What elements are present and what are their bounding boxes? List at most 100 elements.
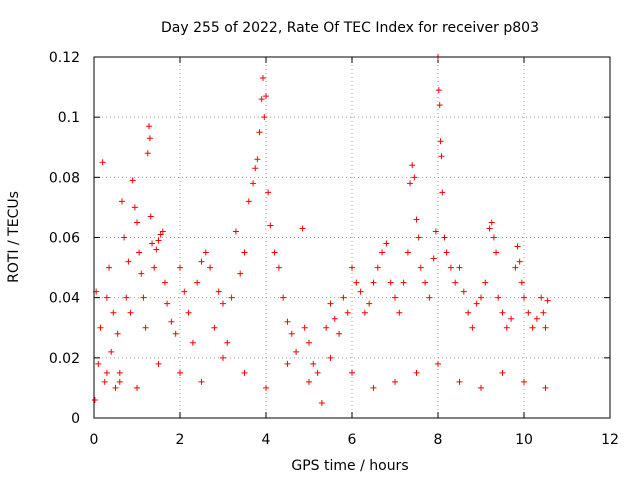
- data-point: [437, 138, 444, 145]
- data-point: [211, 324, 218, 331]
- data-point: [91, 396, 98, 403]
- data-points: [91, 54, 551, 406]
- data-point: [430, 255, 437, 262]
- data-point: [194, 279, 201, 286]
- data-point: [142, 324, 149, 331]
- data-point: [415, 234, 422, 241]
- data-point: [129, 177, 136, 184]
- data-point: [542, 324, 549, 331]
- data-point: [310, 360, 317, 367]
- data-point: [499, 309, 506, 316]
- data-point: [396, 309, 403, 316]
- data-point: [131, 204, 138, 211]
- data-point: [245, 198, 252, 205]
- data-point: [155, 237, 162, 244]
- x-tick-label: 12: [601, 432, 619, 448]
- data-point: [349, 369, 355, 376]
- data-point: [280, 294, 287, 301]
- data-point: [101, 378, 108, 385]
- x-tick-label: 0: [90, 432, 99, 448]
- data-point: [140, 294, 147, 301]
- data-point: [540, 309, 547, 316]
- data-point: [275, 264, 282, 271]
- data-point: [413, 369, 420, 376]
- data-point: [155, 360, 162, 367]
- data-point: [220, 300, 226, 307]
- data-point: [460, 288, 467, 295]
- data-point: [112, 384, 119, 391]
- data-point: [118, 198, 125, 205]
- data-point: [146, 123, 153, 130]
- data-point: [147, 213, 154, 220]
- data-point: [432, 228, 439, 235]
- x-tick-label: 2: [176, 432, 185, 448]
- data-point: [495, 294, 502, 301]
- x-tick-label: 6: [348, 432, 357, 448]
- y-tick-label: 0.1: [58, 110, 80, 126]
- data-point: [146, 135, 153, 142]
- data-point: [237, 270, 244, 277]
- data-point: [121, 234, 128, 241]
- data-point: [488, 219, 495, 226]
- data-point: [271, 249, 278, 256]
- x-axis-label: GPS time / hours: [291, 458, 408, 474]
- y-tick-label: 0.04: [49, 291, 80, 307]
- data-point: [518, 279, 525, 286]
- data-point: [95, 360, 102, 367]
- data-point: [435, 87, 442, 94]
- data-point: [456, 378, 463, 385]
- data-point: [521, 378, 527, 385]
- data-point: [482, 279, 489, 286]
- data-point: [374, 264, 381, 271]
- axis-ticks: 0 0.02 0.04 0.06 0.08 0.1 0.12 0 2 4 6 8 10 12: [49, 50, 619, 448]
- data-point: [108, 348, 115, 355]
- grid-lines: [94, 57, 610, 418]
- data-point: [288, 330, 295, 337]
- data-point: [493, 249, 500, 256]
- data-point: [232, 228, 239, 235]
- data-point: [123, 294, 130, 301]
- plot-frame: [93, 56, 611, 419]
- data-point: [110, 309, 117, 316]
- data-point: [261, 114, 268, 121]
- data-point: [323, 324, 330, 331]
- data-point: [340, 294, 347, 301]
- data-point: [516, 258, 523, 265]
- data-point: [144, 150, 151, 157]
- data-point: [103, 294, 110, 301]
- data-point: [383, 240, 390, 247]
- data-point: [220, 354, 226, 361]
- data-point: [349, 264, 355, 271]
- data-point: [301, 324, 308, 331]
- data-point: [263, 384, 269, 391]
- data-point: [258, 96, 265, 103]
- data-point: [185, 309, 192, 316]
- data-point: [366, 300, 373, 307]
- data-point: [134, 384, 140, 391]
- data-point: [318, 399, 325, 406]
- data-point: [153, 246, 160, 253]
- data-point: [164, 300, 171, 307]
- data-point: [136, 249, 143, 256]
- data-point: [361, 309, 368, 316]
- x-tick-label: 10: [515, 432, 533, 448]
- data-point: [106, 264, 113, 271]
- data-point: [327, 354, 334, 361]
- data-point: [379, 249, 386, 256]
- data-point: [306, 339, 312, 346]
- data-point: [327, 300, 334, 307]
- y-tick-label: 0.02: [49, 351, 80, 367]
- data-point: [473, 300, 480, 307]
- data-point: [436, 102, 443, 109]
- data-point: [490, 234, 497, 241]
- y-tick-label: 0.08: [49, 170, 80, 186]
- data-point: [267, 222, 274, 229]
- data-point: [439, 189, 446, 196]
- data-point: [387, 279, 394, 286]
- data-point: [400, 279, 407, 286]
- data-point: [151, 264, 158, 271]
- data-point: [127, 309, 134, 316]
- data-point: [181, 288, 188, 295]
- data-point: [189, 339, 196, 346]
